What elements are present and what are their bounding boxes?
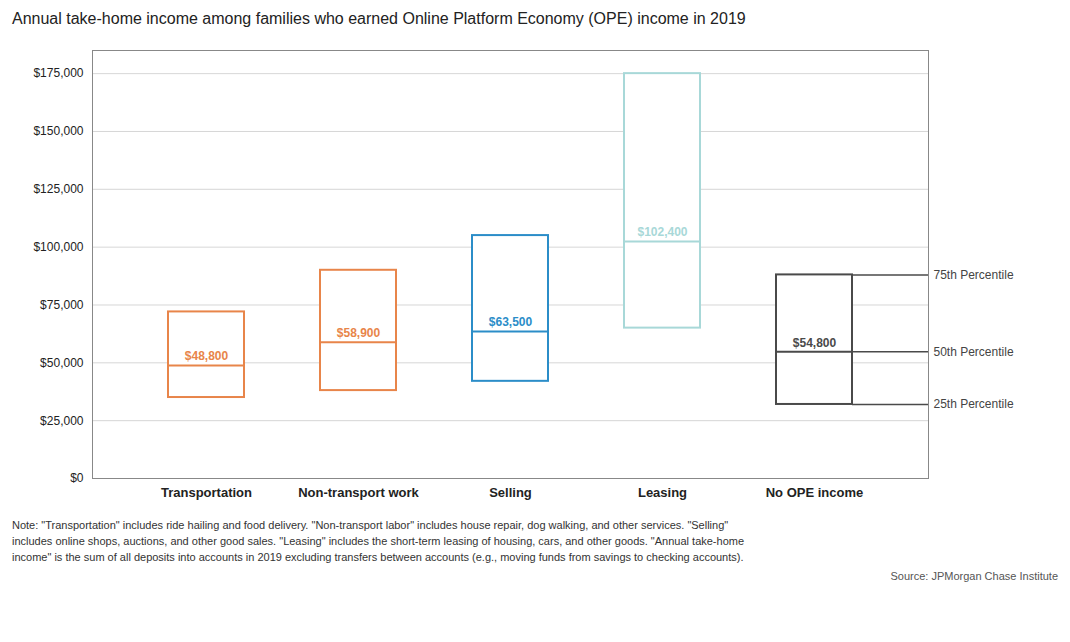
svg-text:$102,400: $102,400 — [637, 225, 687, 239]
svg-text:No OPE income: No OPE income — [766, 485, 864, 500]
svg-text:75th Percentile: 75th Percentile — [934, 268, 1014, 282]
svg-text:$125,000: $125,000 — [33, 182, 83, 196]
svg-text:$175,000: $175,000 — [33, 66, 83, 80]
svg-text:$54,800: $54,800 — [793, 336, 837, 350]
html-text:Annual take-home income among: Annual take-home income among families w… — [12, 10, 746, 27]
svg-text:Non-transport work: Non-transport work — [298, 485, 419, 500]
svg-text:$75,000: $75,000 — [40, 298, 84, 312]
svg-text:50th Percentile: 50th Percentile — [934, 345, 1014, 359]
html-text:Source: JPMorgan Chase Institu: Source: JPMorgan Chase Institute — [890, 569, 1058, 582]
svg-text:$48,800: $48,800 — [185, 349, 229, 363]
svg-text:$0: $0 — [70, 471, 84, 485]
html-text:includes online shops, auction: includes online shops, auctions, and oth… — [12, 534, 745, 547]
svg-text:$63,500: $63,500 — [489, 315, 533, 329]
svg-text:Transportation: Transportation — [161, 485, 252, 500]
svg-text:Selling: Selling — [489, 485, 532, 500]
svg-text:Leasing: Leasing — [638, 485, 687, 500]
svg-text:$100,000: $100,000 — [33, 240, 83, 254]
svg-text:$50,000: $50,000 — [40, 356, 84, 370]
svg-text:$58,900: $58,900 — [337, 326, 381, 340]
html-text:Note: "Transportation" include: Note: "Transportation" includes ride hai… — [12, 519, 729, 531]
svg-text:$150,000: $150,000 — [33, 124, 83, 138]
svg-text:25th Percentile: 25th Percentile — [934, 397, 1014, 411]
html-text:income" is the sum of all depo: income" is the sum of all deposits into … — [12, 550, 744, 563]
svg-text:$25,000: $25,000 — [40, 414, 84, 428]
